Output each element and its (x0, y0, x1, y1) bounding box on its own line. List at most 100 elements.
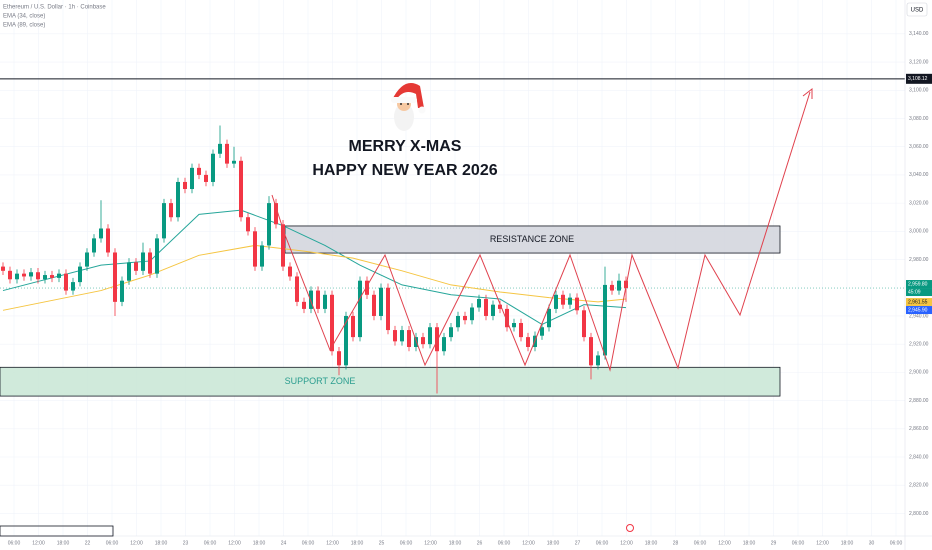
event-icon[interactable] (626, 524, 634, 532)
candle-body (197, 167, 201, 175)
candle-body (211, 153, 215, 182)
candle-body (8, 270, 12, 280)
candle-body (379, 287, 383, 316)
zone-label: RESISTANCE ZONE (490, 234, 574, 244)
candle-body (400, 330, 404, 342)
candle-body (351, 315, 355, 338)
candle-body (190, 167, 194, 190)
x-tick-label: 12:00 (522, 540, 535, 546)
x-tick-label: 22 (85, 540, 91, 546)
candle-body (575, 297, 579, 311)
x-tick-label: 18:00 (253, 540, 266, 546)
y-tick-label: 3,140.00 (909, 31, 929, 37)
candle-body (526, 337, 530, 347)
y-tick-label: 2,940.00 (909, 313, 929, 319)
axis-price-box (906, 280, 932, 289)
indicator-legend: EMA (34, close) (3, 14, 45, 20)
symbol-legend: Ethereum / U.S. Dollar · 1h · Coinbase (3, 5, 106, 11)
candle-body (316, 290, 320, 309)
x-tick-label: 18:00 (449, 540, 462, 546)
y-tick-label: 3,040.00 (909, 172, 929, 178)
candle-body (204, 174, 208, 182)
candle-body (99, 228, 103, 239)
x-tick-label: 12:00 (130, 540, 143, 546)
x-tick-label: 12:00 (816, 540, 829, 546)
candle-body (491, 304, 495, 316)
hline-price-label: 3,108.12 (908, 76, 928, 82)
candle-body (148, 252, 152, 274)
x-tick-label: 06:00 (302, 540, 315, 546)
candle-body (372, 294, 376, 316)
candle-body (568, 297, 572, 305)
candle-body (603, 284, 607, 356)
candle-body (484, 299, 488, 316)
santa-icon (391, 83, 426, 131)
candle-body (183, 181, 187, 190)
candle-body (92, 238, 96, 253)
candle-body (162, 203, 166, 239)
candle-body (365, 280, 369, 295)
y-tick-label: 2,800.00 (909, 511, 929, 517)
candle-body (596, 355, 600, 366)
axis-price-box (906, 288, 932, 297)
candle-body (554, 294, 558, 309)
candle-body (232, 160, 236, 164)
candle-body (470, 307, 474, 321)
candle-body (127, 262, 131, 281)
x-tick-label: 06:00 (596, 540, 609, 546)
y-tick-label: 2,900.00 (909, 370, 929, 376)
y-tick-label: 3,100.00 (909, 88, 929, 94)
indicator-legend: EMA (89, close) (3, 23, 45, 29)
x-tick-label: 06:00 (498, 540, 511, 546)
candle-body (435, 327, 439, 352)
candle-body (337, 351, 341, 366)
x-tick-label: 12:00 (326, 540, 339, 546)
candle-body (120, 280, 124, 302)
x-tick-label: 06:00 (890, 540, 903, 546)
candle-body (134, 262, 138, 271)
x-tick-label: 28 (673, 540, 679, 546)
x-tick-label: 25 (379, 540, 385, 546)
x-tick-label: 18:00 (57, 540, 70, 546)
y-tick-label: 3,020.00 (909, 200, 929, 206)
x-tick-label: 18:00 (547, 540, 560, 546)
candle-body (15, 273, 19, 280)
currency-box[interactable] (906, 2, 928, 17)
x-tick-label: 06:00 (694, 540, 707, 546)
candle-body (295, 276, 299, 302)
candle-body (519, 323, 523, 338)
candle-body (1, 266, 5, 271)
candle-body (582, 310, 586, 338)
x-tick-label: 12:00 (620, 540, 633, 546)
candle-body (323, 294, 327, 309)
candle-body (106, 228, 110, 253)
candle-body (57, 273, 61, 278)
x-tick-label: 18:00 (841, 540, 854, 546)
candle-body (50, 275, 54, 278)
candle-body (456, 315, 460, 328)
candle-body (36, 272, 40, 280)
candle-body (22, 273, 26, 277)
candle-body (393, 330, 397, 342)
y-tick-label: 3,120.00 (909, 59, 929, 65)
candle-body (225, 143, 229, 164)
candle-body (274, 203, 278, 225)
candle-body (505, 308, 509, 328)
candle-body (477, 299, 481, 308)
axes: 2,800.00 2,820.00 2,840.00 2,860.00 2,880.00… (8, 31, 932, 546)
y-tick-label: 2,980.00 (909, 257, 929, 263)
candle-body (239, 160, 243, 218)
candle-body (281, 224, 285, 267)
candle-body (442, 337, 446, 352)
candle-body (428, 327, 432, 345)
axis-price-box (906, 298, 932, 307)
zones: RESISTANCE ZONE SUPPORT ZONE (0, 78, 905, 397)
bottom-toolbar[interactable] (0, 525, 114, 537)
candle-body (498, 304, 502, 309)
x-tick-label: 26 (477, 540, 483, 546)
x-tick-label: 06:00 (792, 540, 805, 546)
candle-body (512, 323, 516, 328)
candle-body (540, 327, 544, 336)
zigzag-projection (271, 91, 811, 372)
y-tick-label: 2,820.00 (909, 483, 929, 489)
